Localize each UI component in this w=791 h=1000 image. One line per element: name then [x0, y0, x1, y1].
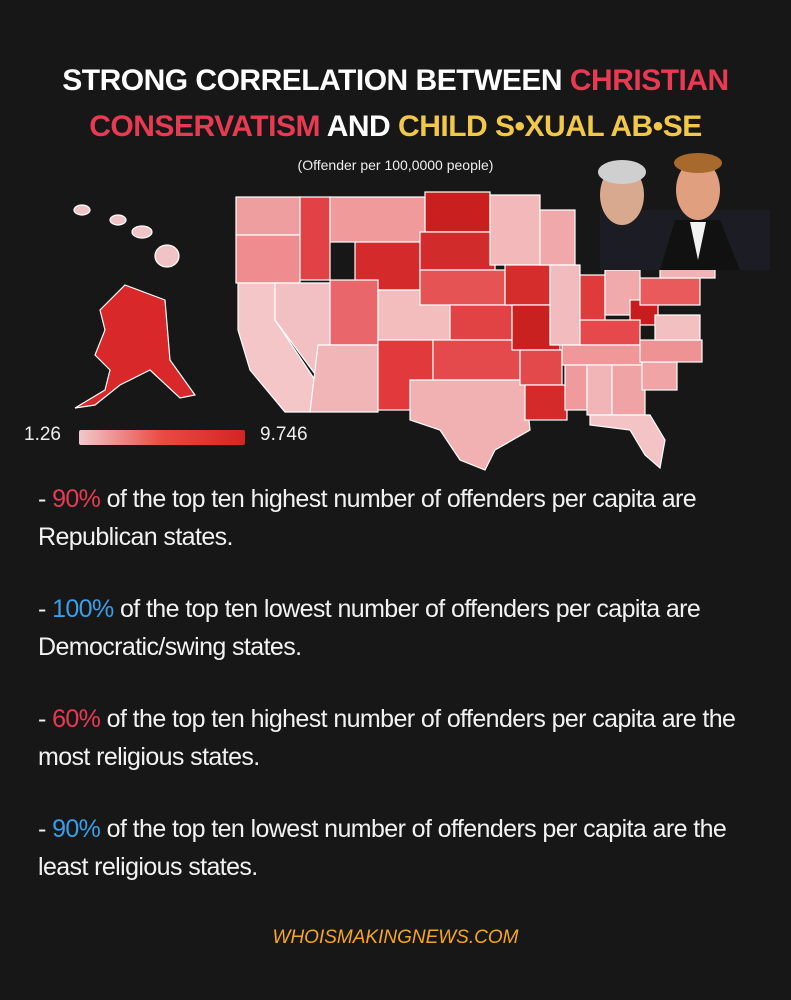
headline-highlight-conservatism: CONSERVATISM [89, 110, 320, 143]
state-ok [432, 339, 521, 381]
state-sd [419, 231, 496, 271]
stat-text: of the top ten highest number of offende… [38, 705, 736, 771]
stat-percent: 90% [52, 485, 101, 513]
state-hawaii [154, 244, 180, 268]
stat-percent: 100% [52, 595, 114, 623]
stat-percent: 90% [52, 815, 101, 843]
stat-point-2: - 100% of the top ten lowest number of o… [38, 595, 701, 661]
state-al [586, 364, 613, 416]
state-ia [504, 264, 551, 306]
state-sc [641, 361, 678, 391]
state-ut [329, 279, 379, 346]
headline-line-2: CONSERVATISM AND CHILD S•XUAL AB•SE [0, 110, 791, 144]
legend-max-label: 9.746 [260, 424, 308, 445]
state-pa [639, 277, 701, 306]
stat-text: of the top ten lowest number of offender… [38, 815, 727, 881]
state-il [549, 264, 581, 346]
state-tn [561, 344, 643, 366]
source-website-link[interactable]: WHOISMAKINGNEWS.COM [272, 927, 519, 948]
stat-text: of the top ten highest number of offende… [38, 485, 697, 551]
stat-point-1: - 90% of the top ten highest number of o… [38, 485, 697, 551]
headline-highlight-abuse: CHILD S•XUAL AB•SE [398, 110, 702, 143]
state-wa [235, 196, 301, 236]
state-ky [579, 319, 641, 346]
state-ms [564, 364, 588, 411]
state-ks [449, 304, 513, 341]
us-choropleth-map [73, 153, 770, 471]
headline-highlight-christian: CHRISTIAN [569, 64, 729, 97]
state-tx [409, 379, 531, 471]
state-nd [424, 191, 491, 233]
state-va [654, 314, 701, 341]
stat-percent: 60% [52, 705, 101, 733]
stat-text: of the top ten lowest number of offender… [38, 595, 701, 661]
state-mt [329, 196, 426, 243]
headline-text: STRONG CORRELATION BETWEEN [62, 64, 570, 97]
state-la [524, 384, 568, 421]
state-or [235, 234, 301, 284]
state-wi [539, 209, 576, 266]
state-az [309, 344, 379, 413]
state-nc [639, 339, 703, 363]
stat-point-3: - 60% of the top ten highest number of o… [38, 705, 736, 771]
state-mn [489, 194, 541, 266]
subtitle: (Offender per 100,0000 people) [297, 157, 494, 173]
state-hawaii [131, 225, 153, 239]
state-hawaii [73, 204, 91, 216]
state-alaska [74, 284, 197, 409]
face-right [676, 160, 720, 220]
legend-min-label: 1.26 [24, 424, 61, 445]
state-ar [519, 349, 563, 386]
state-fl [589, 414, 666, 470]
state-ne [419, 269, 506, 306]
photo-cutout [598, 153, 770, 270]
legend-color-scale [79, 430, 245, 445]
state-hawaii [109, 214, 127, 226]
headline-text: AND [319, 110, 399, 143]
stat-point-4: - 90% of the top ten lowest number of of… [38, 815, 727, 881]
state-id [299, 196, 331, 281]
state-ga [611, 364, 646, 416]
headline-line-1: STRONG CORRELATION BETWEEN CHRISTIAN [0, 64, 791, 98]
